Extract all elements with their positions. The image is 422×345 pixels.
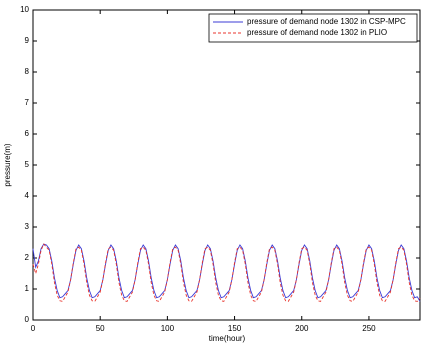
y-tick-label: 10 bbox=[20, 5, 29, 14]
y-tick-label: 8 bbox=[25, 67, 30, 76]
y-axis-label: pressure(m) bbox=[3, 143, 12, 186]
x-tick-label: 0 bbox=[31, 324, 36, 333]
legend-label: pressure of demand node 1302 in CSP-MPC bbox=[247, 17, 406, 26]
legend-box bbox=[208, 13, 418, 43]
y-tick-label: 6 bbox=[25, 129, 30, 138]
x-axis-label: time(hour) bbox=[209, 334, 246, 343]
y-tick-label: 4 bbox=[25, 191, 30, 200]
y-tick-label: 7 bbox=[25, 98, 30, 107]
legend-label: pressure of demand node 1302 in PLIO bbox=[247, 28, 387, 37]
y-tick-label: 1 bbox=[25, 284, 30, 293]
x-tick-label: 200 bbox=[295, 324, 309, 333]
y-tick-label: 5 bbox=[25, 160, 30, 169]
plot-frame bbox=[32, 9, 421, 321]
y-tick-label: 9 bbox=[25, 36, 30, 45]
y-tick-label: 3 bbox=[25, 222, 30, 231]
y-tick-label: 0 bbox=[25, 315, 30, 324]
line-series bbox=[32, 243, 421, 302]
x-tick-label: 250 bbox=[362, 324, 376, 333]
x-tick-label: 150 bbox=[228, 324, 242, 333]
line-series bbox=[32, 243, 421, 302]
x-tick-label: 50 bbox=[96, 324, 105, 333]
x-tick-label: 100 bbox=[161, 324, 175, 333]
y-tick-label: 2 bbox=[25, 253, 30, 262]
